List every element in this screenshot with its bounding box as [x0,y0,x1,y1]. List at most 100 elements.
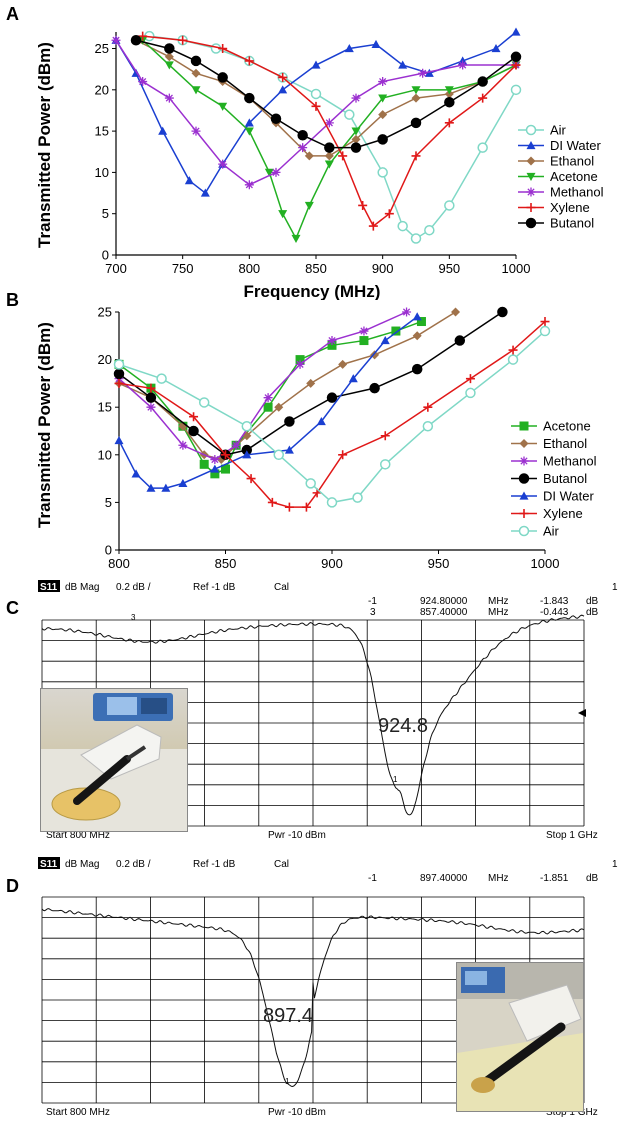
chart-b-point-air [200,398,209,407]
chart-b-legend-label: Xylene [543,506,583,521]
chart-b-series-ethanol [115,308,461,465]
chart-b-point-methanol [146,403,155,412]
chart-a-legend-label: Butanol [550,216,594,231]
chart-b-point-butanol [455,336,464,345]
chart-b-legend-label: Acetone [543,419,591,434]
vna-d-marker1-freq: 897.40000 [420,873,468,884]
chart-a-point-methanol [378,77,387,86]
chart-b-legend-marker [520,439,529,448]
vna-c-marker3-id: 3 [370,607,376,618]
chart-b-point-butanol [115,369,124,378]
chart-b-ytick-label: 5 [105,495,112,510]
chart-b-point-air [328,498,337,507]
chart-b-legend-marker [520,457,529,466]
chart-b-point-air [509,355,518,364]
chart-a-legend-label: DI Water [550,138,601,153]
chart-b-point-methanol [359,327,368,336]
chart-a-point-methanol [352,94,361,103]
chart-a-point-air [398,222,407,231]
vna-d-cal: Cal [274,859,289,870]
chart-b-point-ethanol [413,331,422,340]
chart-a-legend-item-acetone: Acetone [518,169,598,184]
chart-a-ylabel: Transmitted Power (dBm) [35,42,54,248]
chart-a-point-air [378,168,387,177]
chart-b-legend-item-air: Air [511,524,560,539]
chart-b-point-methanol [210,455,219,464]
chart-b-ytick-label: 25 [98,305,112,320]
chart-b-point-ethanol [338,360,347,369]
chart-a-point-butanol [512,52,521,61]
chart-a-point-butanol [478,77,487,86]
chart-b-point-air [157,374,166,383]
chart-b-legend-label: Air [543,524,560,539]
chart-a-xtick-label: 1000 [502,261,531,276]
chart-a-line-di-water [116,32,516,193]
chart-b-point-butanol [285,417,294,426]
vna-d-marker1-id: -1 [368,873,377,884]
setup-photo-d [456,962,584,1112]
chart-a-point-di-water [312,61,321,69]
chart-b-point-ethanol [451,308,460,317]
chart-a-xtick-label: 850 [305,261,327,276]
chart-b-legend-item-xylene: Xylene [511,506,583,521]
chart-a-point-butanol [298,131,307,140]
chart-b-point-methanol [178,441,187,450]
chart-a-point-di-water [512,28,521,36]
chart-b-ytick-label: 10 [98,447,112,462]
chart-b-ytick-label: 0 [105,543,112,558]
chart-a: Transmitted Power (dBm) Frequency (MHz) … [0,0,623,300]
chart-b-point-di-water [413,312,422,320]
chart-b-point-air [353,493,362,502]
vna-c-marker3-label: 3 [131,613,136,622]
chart-a-point-air [312,89,321,98]
chart-b-xtick-label: 850 [215,556,237,571]
chart-b-legend-label: Butanol [543,471,587,486]
chart-a-legend-item-di-water: DI Water [518,138,601,153]
chart-b-point-butanol [189,427,198,436]
chart-a-point-di-water [278,85,287,93]
vna-d-badge: S11 [40,859,58,870]
chart-a-point-acetone [325,161,334,169]
chart-a-legend-marker [527,203,536,212]
chart-b-point-methanol [402,308,411,317]
chart-a-point-methanol [458,61,467,70]
chart-a-point-butanol [445,98,454,107]
chart-b-xtick-label: 800 [108,556,130,571]
vna-c-marker3-unit: MHz [488,607,509,618]
chart-a-xtick-label: 800 [238,261,260,276]
chart-b-legend-item-ethanol: Ethanol [511,436,587,451]
chart-a-point-acetone [292,235,301,243]
chart-a-ytick-label: 10 [95,165,109,180]
vna-c-annotation: 924.8 [378,715,428,737]
vna-c-marker1-id: -1 [368,596,377,607]
chart-a-series-butanol [132,36,521,152]
vna-d-scale: 0.2 dB / [116,859,151,870]
chart-b-legend-marker [520,527,529,536]
vna-c-marker1-vunit: dB [586,596,599,607]
chart-b-legend-label: Methanol [543,454,597,469]
vna-c-marker1-value: -1.843 [540,596,569,607]
chart-b-ytick-label: 20 [98,352,112,367]
chart-b-point-butanol [413,365,422,374]
chart-b-point-acetone [359,336,368,345]
chart-b-xtick-label: 950 [428,556,450,571]
chart-a-legend-item-air: Air [518,123,567,138]
chart-a-xtick-label: 950 [438,261,460,276]
chart-a-point-ethanol [412,94,421,103]
chart-a-point-acetone [305,202,314,210]
vna-d-start: Start 800 MHz [46,1107,110,1118]
vna-c-stop: Stop 1 GHz [546,830,598,841]
chart-a-point-air [412,234,421,243]
chart-b-point-xylene [285,503,294,512]
chart-a-point-di-water [372,40,381,48]
chart-b-series-air [115,327,550,507]
chart-a-point-butanol [245,94,254,103]
chart-b-point-methanol [264,393,273,402]
chart-b-point-methanol [328,336,337,345]
chart-b-point-air [274,450,283,459]
chart-b-point-air [381,460,390,469]
chart-b-point-air [541,327,550,336]
chart-a-legend-label: Ethanol [550,154,594,169]
chart-a-xtick-label: 750 [172,261,194,276]
chart-b-legend-label: Ethanol [543,436,587,451]
